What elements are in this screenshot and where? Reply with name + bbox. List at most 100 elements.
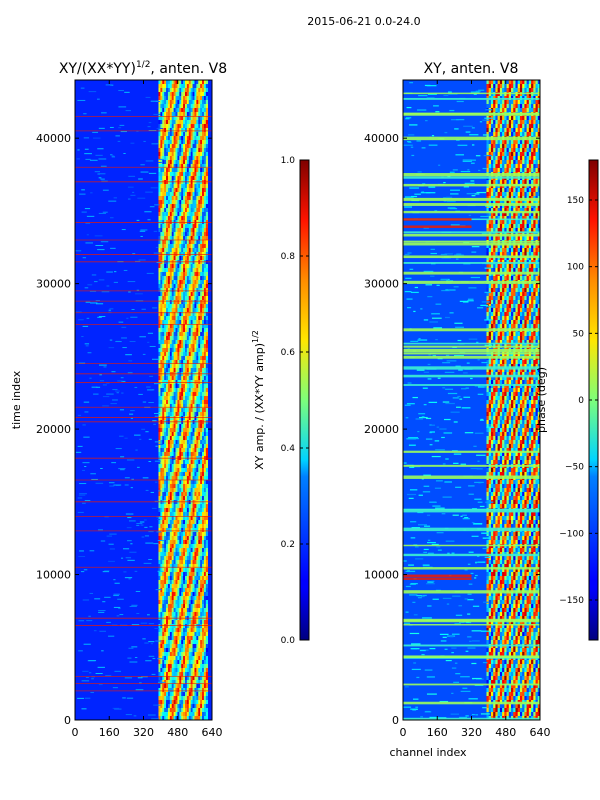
left-heatmap-cell bbox=[162, 416, 165, 421]
left-heatmap-cell bbox=[158, 140, 161, 145]
left-heatmap-cell bbox=[203, 704, 207, 709]
left-heatmap-cell bbox=[177, 560, 180, 565]
left-heatmap-cell bbox=[184, 532, 188, 537]
left-heatmap-cell bbox=[162, 652, 165, 657]
left-heatmap-noise bbox=[147, 219, 151, 221]
left-heatmap-cell bbox=[181, 404, 184, 409]
left-heatmap-cell bbox=[171, 324, 174, 329]
left-heatmap-cell bbox=[200, 576, 203, 581]
left-heatmap-cell bbox=[203, 368, 207, 373]
left-heatmap-noise bbox=[153, 543, 159, 545]
left-heatmap-noise bbox=[108, 311, 112, 313]
left-heatmap-cell bbox=[171, 264, 174, 269]
left-heatmap-cell bbox=[173, 96, 176, 101]
left-heatmap-cell bbox=[173, 408, 176, 413]
left-heatmap-cell bbox=[177, 496, 180, 501]
left-heatmap-cell bbox=[183, 472, 186, 477]
left-heatmap-cell bbox=[179, 400, 182, 405]
left-heatmap-cell bbox=[173, 680, 176, 685]
left-heatmap-noise bbox=[102, 601, 106, 603]
left-heatmap-cell bbox=[184, 692, 188, 697]
right-heatmap-cell bbox=[502, 88, 505, 93]
left-heatmap-cell bbox=[173, 240, 176, 245]
left-heatmap-noise bbox=[129, 551, 137, 553]
left-heatmap-cell bbox=[184, 580, 188, 585]
left-heatmap-cell bbox=[198, 600, 201, 605]
left-heatmap-cell bbox=[181, 144, 184, 149]
left-heatmap-cell bbox=[173, 636, 176, 641]
left-heatmap-cell bbox=[179, 436, 182, 441]
left-heatmap-noise bbox=[130, 417, 134, 419]
left-heatmap-cell bbox=[164, 436, 167, 441]
left-heatmap-cell bbox=[200, 412, 203, 417]
right-heatmap-cell bbox=[488, 88, 492, 93]
left-heatmap-cell bbox=[183, 596, 186, 601]
left-heatmap-cell bbox=[167, 604, 171, 609]
left-heatmap-cell bbox=[177, 572, 180, 577]
left-heatmap-cell bbox=[205, 416, 209, 421]
left-heatmap-cell bbox=[200, 224, 203, 229]
left-heatmap-cell bbox=[162, 520, 165, 525]
left-heatmap-cell bbox=[200, 604, 203, 609]
right-heatmap-cell bbox=[486, 100, 490, 105]
left-heatmap-cell bbox=[167, 476, 171, 481]
left-heatmap-cell bbox=[194, 132, 197, 137]
left-heatmap-cell bbox=[166, 308, 169, 313]
left-heatmap-noise bbox=[138, 178, 143, 180]
left-heatmap-cell bbox=[200, 140, 203, 145]
left-heatmap-noise bbox=[115, 484, 120, 486]
left-heatmap-cell bbox=[200, 404, 203, 409]
left-heatmap-cell bbox=[200, 128, 203, 133]
left-heatmap-cell bbox=[166, 172, 169, 177]
left-heatmap-cell bbox=[205, 196, 209, 201]
left-heatmap-cell bbox=[205, 568, 209, 573]
left-heatmap-cell bbox=[164, 448, 167, 453]
left-heatmap-cell bbox=[192, 560, 195, 565]
left-heatmap-cell bbox=[192, 368, 195, 373]
left-heatmap-cell bbox=[194, 340, 197, 345]
left-heatmap-cell bbox=[192, 484, 195, 489]
left-heatmap-cell bbox=[205, 240, 209, 245]
left-heatmap-cell bbox=[196, 316, 199, 321]
left-heatmap-cell bbox=[175, 192, 178, 197]
left-heatmap-cell bbox=[202, 672, 205, 677]
right-heatmap-cell bbox=[490, 84, 494, 89]
left-heatmap-cell bbox=[173, 504, 176, 509]
left-heatmap-cell bbox=[162, 412, 165, 417]
left-heatmap-cell bbox=[162, 660, 165, 665]
left-heatmap-cell bbox=[194, 188, 197, 193]
left-heatmap-cell bbox=[167, 136, 171, 141]
left-heatmap-cell bbox=[166, 684, 169, 689]
left-heatmap-cell bbox=[160, 204, 163, 209]
right-heatmap-cell bbox=[533, 80, 536, 85]
left-heatmap-cell bbox=[198, 648, 201, 653]
left-heatmap-cell bbox=[183, 604, 186, 609]
left-heatmap-cell bbox=[192, 604, 195, 609]
left-heatmap-cell bbox=[184, 116, 188, 121]
left-heatmap-cell bbox=[194, 100, 197, 105]
left-heatmap-cell bbox=[188, 656, 191, 661]
left-heatmap-cell bbox=[164, 332, 167, 337]
left-heatmap-cell bbox=[196, 656, 199, 661]
left-heatmap-cell bbox=[169, 204, 173, 209]
left-heatmap-cell bbox=[184, 676, 188, 681]
left-heatmap-cell bbox=[175, 284, 178, 289]
left-heatmap-cell bbox=[162, 692, 165, 697]
left-heatmap-cell bbox=[158, 624, 161, 629]
left-heatmap-cell bbox=[179, 536, 182, 541]
left-heatmap-cell bbox=[184, 684, 188, 689]
left-x-tick-label: 480 bbox=[167, 726, 188, 739]
left-heatmap-cell bbox=[186, 104, 190, 109]
left-heatmap-cell bbox=[186, 576, 190, 581]
left-heatmap-cell bbox=[166, 640, 169, 645]
left-heatmap-cell bbox=[196, 240, 199, 245]
left-heatmap-cell bbox=[175, 84, 178, 89]
left-heatmap-cell bbox=[171, 120, 174, 125]
left-heatmap-cell bbox=[160, 612, 163, 617]
left-heatmap-cell bbox=[198, 572, 201, 577]
left-heatmap-cell bbox=[202, 336, 205, 341]
left-heatmap-cell bbox=[198, 216, 201, 221]
left-heatmap-cell bbox=[175, 176, 178, 181]
left-heatmap-cell bbox=[183, 660, 186, 665]
left-heatmap-cell bbox=[205, 236, 209, 241]
